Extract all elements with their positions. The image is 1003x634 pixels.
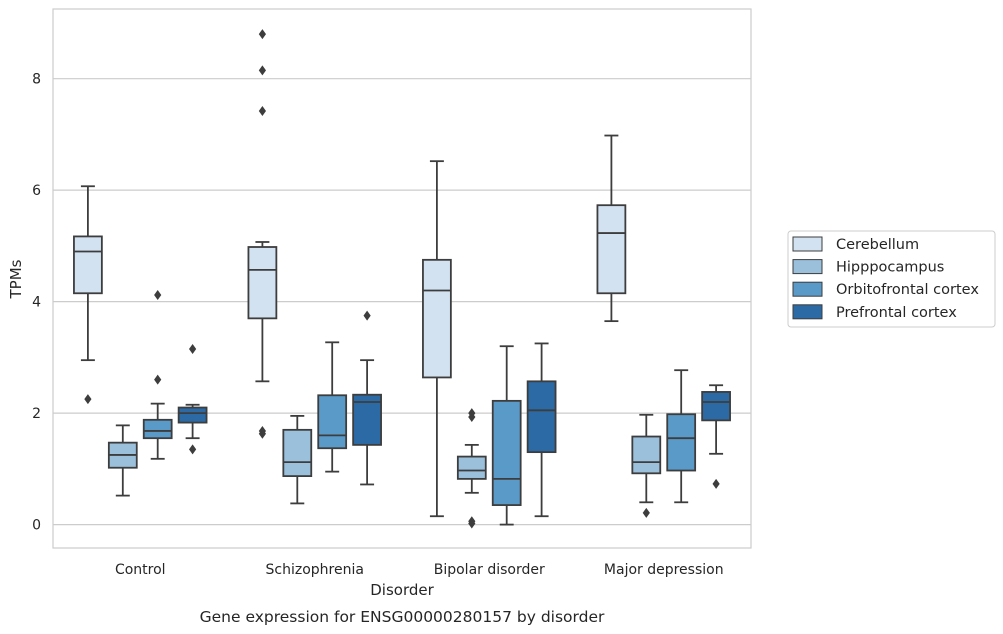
y-tick-labels: 0 2 4 6 8 — [32, 72, 41, 534]
box — [701, 391, 731, 422]
legend-frame — [787, 230, 996, 328]
y-tick-label: 8 — [32, 72, 41, 88]
box-plot — [666, 369, 697, 504]
box-plot — [317, 341, 348, 473]
y-axis-title: TPMs — [7, 259, 25, 299]
box-plot — [107, 424, 138, 497]
outlier-point — [258, 29, 266, 40]
x-tick-label: Control — [115, 562, 166, 578]
box-plot — [596, 134, 627, 323]
y-tick-label: 2 — [32, 406, 41, 422]
box — [422, 258, 452, 379]
outlier-point — [189, 344, 197, 355]
legend-swatch — [792, 259, 823, 275]
box — [177, 406, 208, 424]
box — [352, 393, 382, 446]
x-axis-title: Disorder — [370, 581, 434, 599]
legend-label: Prefrontal cortex — [836, 305, 957, 321]
box — [596, 204, 627, 295]
box — [456, 455, 487, 480]
y-tick-label: 6 — [32, 183, 41, 199]
chart-caption: Gene expression for ENSG00000280157 by d… — [200, 608, 605, 626]
box-plot — [247, 29, 278, 439]
x-tick-label: Major depression — [604, 562, 724, 578]
box-plot — [177, 344, 208, 455]
box-plot — [142, 289, 173, 460]
box — [142, 418, 173, 440]
plot-frame — [52, 8, 752, 549]
legend-swatch — [792, 281, 823, 297]
outlier-point — [154, 374, 162, 385]
outlier-point — [154, 289, 162, 300]
box-plot — [456, 408, 487, 529]
box-plot — [282, 414, 313, 505]
grid-lines — [53, 78, 751, 526]
outlier-point — [258, 425, 266, 436]
box-plot — [526, 342, 557, 518]
legend-label: Cerebellum — [836, 237, 919, 253]
y-tick-label: 4 — [32, 295, 41, 311]
box — [526, 380, 557, 454]
box — [317, 394, 348, 450]
box-plot — [701, 384, 731, 489]
box-plot — [422, 160, 452, 518]
legend-label: Orbitofrontal cortex — [836, 282, 979, 298]
box — [73, 235, 103, 295]
box-plot — [491, 345, 522, 526]
box — [666, 413, 697, 472]
outlier-point — [468, 516, 476, 527]
box — [491, 399, 522, 506]
outlier-point — [363, 310, 371, 321]
box — [282, 428, 313, 477]
legend-label: Hipppocampus — [836, 260, 944, 276]
box — [247, 246, 278, 320]
box-plot — [352, 310, 382, 486]
outlier-point — [468, 408, 476, 419]
x-tick-label: Bipolar disorder — [434, 562, 545, 578]
legend: Cerebellum Hipppocampus Orbitofrontal cort… — [787, 230, 996, 328]
outlier-point — [189, 444, 197, 455]
outlier-point — [712, 478, 720, 489]
box-plot — [631, 413, 662, 518]
outlier-point — [642, 507, 650, 518]
legend-swatch — [792, 304, 823, 320]
y-tick-label: 0 — [32, 518, 41, 534]
outlier-point — [84, 394, 92, 405]
legend-swatch — [792, 236, 823, 252]
box-plot-series — [73, 29, 731, 529]
box-plot — [73, 185, 103, 405]
outlier-point — [258, 65, 266, 76]
x-tick-label: Schizophrenia — [266, 562, 364, 578]
outlier-point — [258, 106, 266, 117]
box — [631, 435, 662, 475]
x-tick-labels: Control Schizophrenia Bipolar disorder Majo… — [115, 562, 724, 578]
